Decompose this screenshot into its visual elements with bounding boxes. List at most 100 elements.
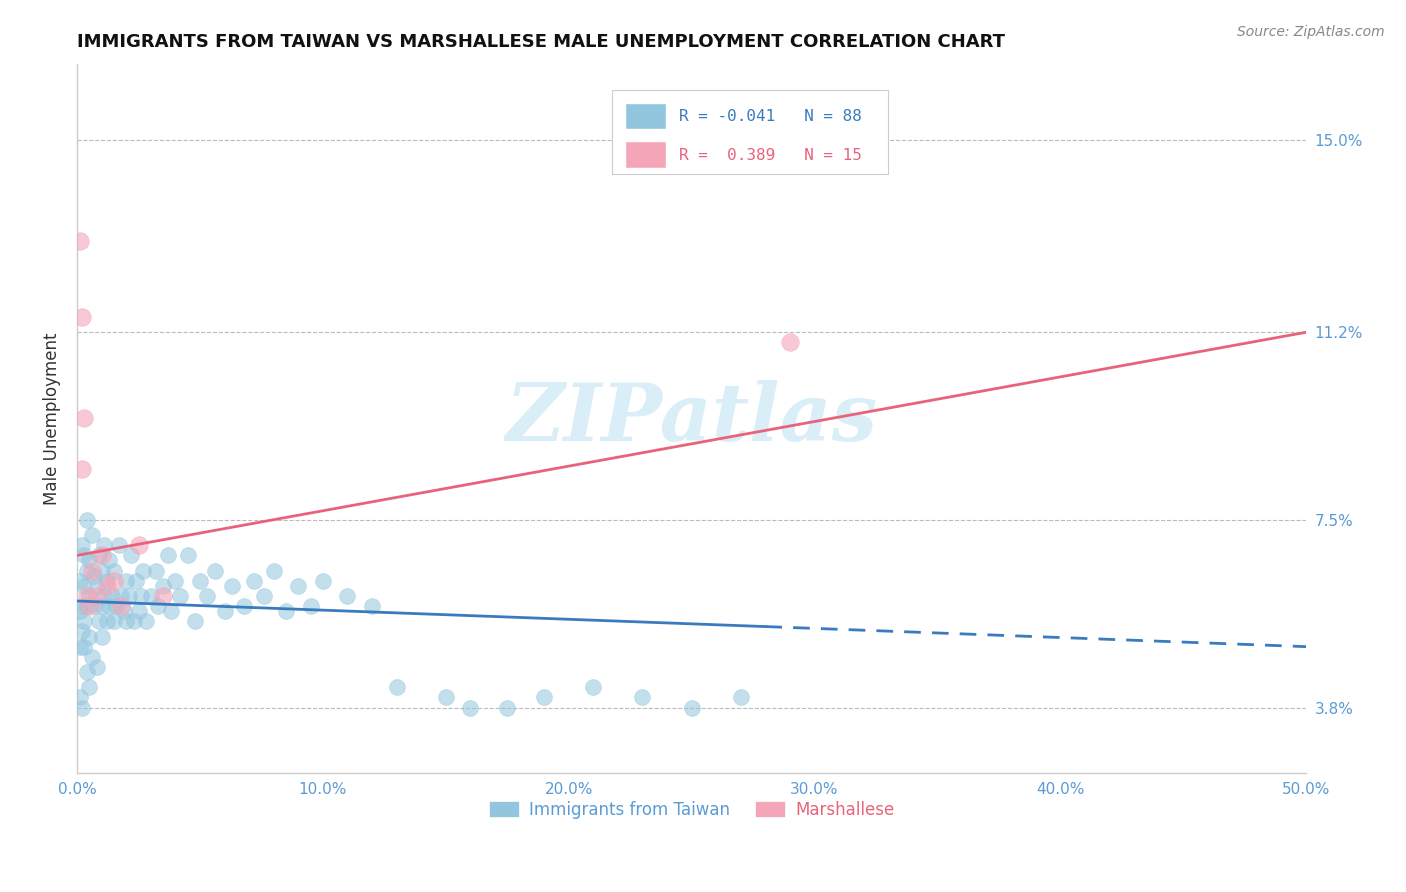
Point <box>90 599 112 613</box>
Point <box>233 599 256 613</box>
Point <box>96 579 118 593</box>
Point <box>460 700 482 714</box>
Point <box>80 528 103 542</box>
Point <box>80 649 103 664</box>
Point <box>80 564 103 578</box>
Point <box>70 310 93 324</box>
Point <box>96 615 118 629</box>
Text: ZIPatlas: ZIPatlas <box>506 380 877 458</box>
Point <box>73 640 96 654</box>
Point <box>177 549 200 563</box>
Point <box>76 589 98 603</box>
Point <box>336 589 359 603</box>
Point <box>76 513 98 527</box>
Point <box>70 538 93 552</box>
Point <box>103 574 125 588</box>
Point <box>79 630 101 644</box>
Point <box>135 615 157 629</box>
Point <box>73 549 96 563</box>
Point <box>76 665 98 679</box>
Point <box>90 564 112 578</box>
Point <box>169 589 191 603</box>
Point <box>110 599 132 613</box>
Point <box>69 604 91 618</box>
Point <box>115 574 138 588</box>
Text: R =  0.389   N = 15: R = 0.389 N = 15 <box>679 147 862 162</box>
Point <box>90 630 112 644</box>
Legend: Immigrants from Taiwan, Marshallese: Immigrants from Taiwan, Marshallese <box>482 794 901 825</box>
Point <box>120 549 142 563</box>
Point <box>129 589 152 603</box>
Point <box>263 564 285 578</box>
Point <box>108 538 131 552</box>
Point <box>96 574 118 588</box>
Point <box>299 599 322 613</box>
Point <box>496 700 519 714</box>
Point <box>93 538 115 552</box>
Point <box>70 624 93 639</box>
Point <box>243 574 266 588</box>
Point <box>70 700 93 714</box>
Point <box>98 599 121 613</box>
Point <box>221 579 243 593</box>
Text: IMMIGRANTS FROM TAIWAN VS MARSHALLESE MALE UNEMPLOYMENT CORRELATION CHART: IMMIGRANTS FROM TAIWAN VS MARSHALLESE MA… <box>77 33 1005 51</box>
Point <box>157 549 180 563</box>
FancyBboxPatch shape <box>612 90 889 174</box>
Point <box>128 604 150 618</box>
Point <box>152 589 174 603</box>
Point <box>115 615 138 629</box>
Point <box>582 680 605 694</box>
Point <box>128 538 150 552</box>
Point <box>76 599 98 613</box>
Point <box>122 615 145 629</box>
Point <box>125 574 148 588</box>
Text: Source: ZipAtlas.com: Source: ZipAtlas.com <box>1237 25 1385 39</box>
Point <box>70 462 93 476</box>
Point <box>631 690 654 705</box>
Point <box>93 589 115 603</box>
Point <box>69 574 91 588</box>
Point <box>730 690 752 705</box>
Point <box>89 615 111 629</box>
Point <box>287 579 309 593</box>
Bar <box>627 103 666 129</box>
Point <box>112 604 135 618</box>
Point <box>385 680 408 694</box>
Point <box>533 690 555 705</box>
Point <box>79 680 101 694</box>
Point <box>69 640 91 654</box>
Point <box>103 564 125 578</box>
Point <box>83 599 105 613</box>
Point <box>434 690 457 705</box>
Point <box>118 589 141 603</box>
Point <box>253 589 276 603</box>
Point <box>159 604 181 618</box>
Point <box>73 411 96 425</box>
Point <box>110 589 132 603</box>
Point <box>86 660 108 674</box>
Point <box>184 615 207 629</box>
Point <box>83 568 105 582</box>
Point <box>79 599 101 613</box>
Point <box>195 589 218 603</box>
Point <box>312 574 335 588</box>
Point <box>105 599 128 613</box>
Point <box>204 564 226 578</box>
Point <box>152 579 174 593</box>
Point <box>779 335 801 350</box>
Point <box>73 615 96 629</box>
Point <box>100 589 122 603</box>
Y-axis label: Male Unemployment: Male Unemployment <box>44 332 60 505</box>
Bar <box>627 143 666 168</box>
Point <box>681 700 703 714</box>
Point <box>148 599 170 613</box>
Point <box>86 589 108 603</box>
Point <box>73 579 96 593</box>
Point <box>139 589 162 603</box>
Point <box>103 615 125 629</box>
Point <box>90 549 112 563</box>
Point <box>79 589 101 603</box>
Point <box>79 553 101 567</box>
Point <box>188 574 211 588</box>
Point <box>145 564 167 578</box>
